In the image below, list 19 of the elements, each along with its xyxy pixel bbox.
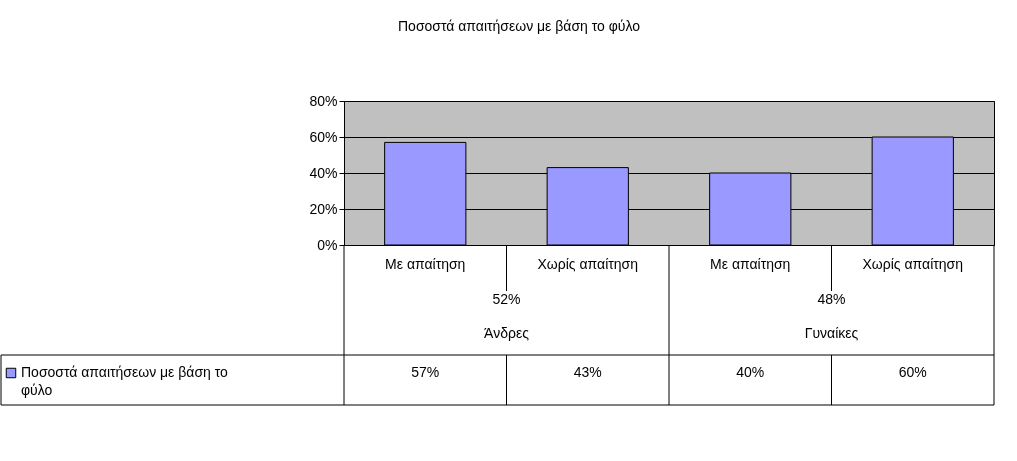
text: 52% xyxy=(492,291,521,307)
text: 60% xyxy=(898,364,927,380)
text: Γυναίκες xyxy=(804,325,859,341)
chart-title: Ποσοστά απαιτήσεων με βάση το φύλο xyxy=(397,18,641,34)
x-tick-label: Με απαίτηση xyxy=(385,255,466,272)
text: Άνδρες xyxy=(484,325,530,341)
text: 40% xyxy=(736,364,765,380)
y-tick-label: 20% xyxy=(309,200,338,217)
y-tick-label: 0% xyxy=(317,236,338,253)
y-tick-label: 60% xyxy=(309,128,338,145)
x-tick-label: Με απαίτηση xyxy=(710,255,791,272)
x-tick-label: Χωρίς απαίτηση xyxy=(862,255,963,272)
legend-label: Ποσοστά απαιτήσεων με βάση το φύλο xyxy=(21,364,229,398)
x-tick-label: Χωρίς απαίτηση xyxy=(537,255,638,272)
text: 43% xyxy=(573,364,602,380)
y-tick-label: 80% xyxy=(309,92,338,109)
text: 57% xyxy=(411,364,440,380)
y-tick-label: 40% xyxy=(309,164,338,181)
text: 48% xyxy=(817,291,846,307)
